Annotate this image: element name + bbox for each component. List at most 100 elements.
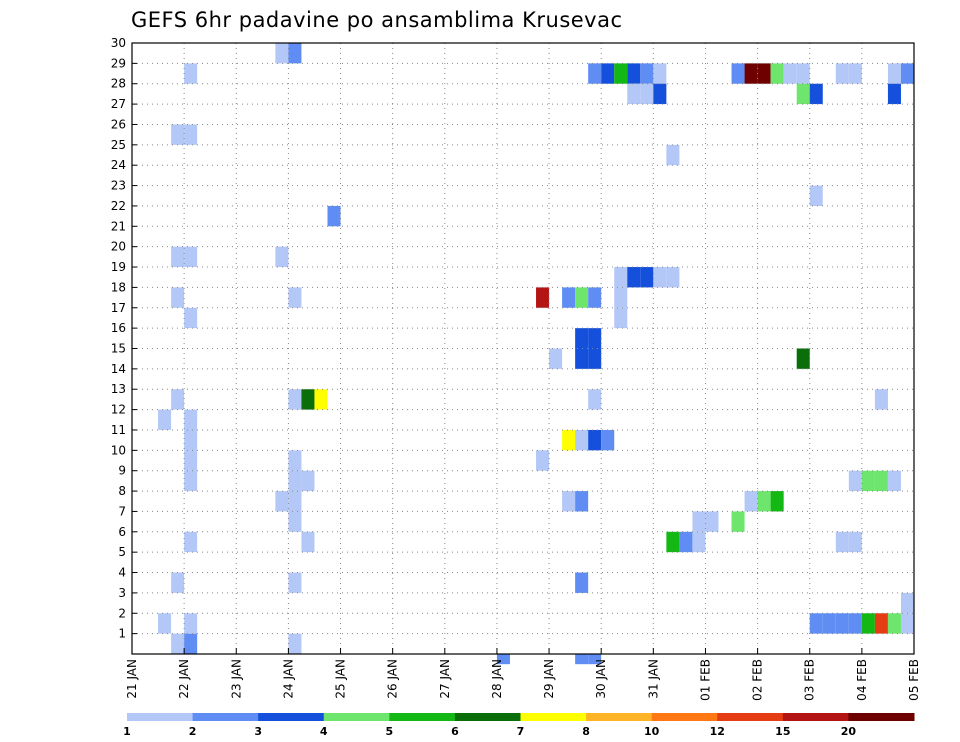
colorbar-label: 6 (451, 725, 459, 738)
precip-cell (184, 613, 198, 634)
precip-cell (171, 124, 185, 145)
colorbar-label: 12 (710, 725, 725, 738)
y-tick-label: 18 (111, 280, 126, 294)
precip-cell (536, 450, 550, 471)
precip-cell (874, 613, 888, 634)
x-tick-label: 24 JAN (281, 659, 295, 699)
x-tick-label: 04 FEB (855, 659, 869, 701)
precip-cell (536, 287, 550, 308)
y-axis-ticks: 1234567891011121314151617181920212223242… (111, 36, 137, 641)
precip-cell (184, 307, 198, 329)
precip-cell (757, 491, 771, 512)
y-tick-label: 20 (111, 240, 126, 254)
colorbar-swatch (323, 713, 390, 721)
precip-cell (731, 511, 745, 532)
x-tick-label: 03 FEB (803, 659, 817, 701)
precip-cell (184, 429, 198, 451)
y-tick-label: 10 (111, 443, 126, 457)
colorbar-label: 15 (775, 725, 790, 738)
precip-cell (575, 572, 589, 593)
precip-cell (887, 63, 901, 84)
precip-cell (288, 470, 302, 492)
y-tick-label: 2 (118, 606, 126, 620)
colorbar-swatch (454, 713, 521, 721)
precip-cell (874, 470, 888, 492)
colorbar-swatch (192, 713, 259, 721)
precip-cell (588, 328, 602, 349)
precip-cell (640, 63, 654, 84)
x-tick-label: 02 FEB (751, 659, 765, 701)
precip-cell (809, 613, 823, 634)
precip-cell (575, 491, 589, 512)
x-tick-label: 23 JAN (229, 659, 243, 699)
colorbar-label: 7 (517, 725, 525, 738)
precip-cell (275, 246, 289, 268)
chart-title: GEFS 6hr padavine po ansamblima Krusevac (131, 8, 623, 32)
precip-cell (288, 287, 302, 308)
y-tick-label: 16 (111, 321, 126, 335)
x-tick-label: 21 JAN (125, 659, 139, 699)
precip-cell (614, 307, 628, 329)
precip-cell (184, 450, 198, 471)
precip-cell (288, 450, 302, 471)
colorbar-label: 1 (123, 725, 131, 738)
precip-cell (288, 43, 302, 64)
precip-cell (171, 287, 185, 308)
precip-cell (588, 287, 602, 308)
precip-cell (588, 348, 602, 369)
precip-cell (770, 491, 784, 512)
precip-cell (653, 267, 667, 288)
precip-cell (562, 491, 576, 512)
y-tick-label: 21 (111, 219, 126, 233)
colorbar: 1 2 3 4 5 6 7 8 10 12 15 20 (123, 713, 915, 738)
precip-cell (184, 63, 198, 84)
colorbar-label: 3 (254, 725, 262, 738)
precip-cell (692, 531, 706, 553)
precip-cell (562, 287, 576, 308)
y-tick-label: 17 (111, 301, 126, 315)
colorbar-swatch (258, 713, 325, 721)
precip-cell (822, 613, 836, 634)
y-tick-label: 28 (111, 77, 126, 91)
precip-cell (887, 83, 901, 105)
precip-cell (861, 470, 875, 492)
x-axis-ticks: 21 JAN 22 JAN 23 JAN 24 JAN 25 JAN 26 JAN 27 J… (125, 648, 921, 701)
precip-cell (588, 389, 602, 410)
precip-cell (640, 83, 654, 105)
precip-cell (783, 63, 797, 84)
precip-cell (588, 63, 602, 84)
y-tick-label: 4 (118, 566, 126, 580)
precip-cell (158, 409, 172, 430)
y-tick-label: 26 (111, 117, 126, 131)
precip-cell (705, 511, 719, 532)
y-tick-label: 12 (111, 403, 126, 417)
y-tick-label: 3 (118, 586, 126, 600)
x-tick-label: 05 FEB (907, 659, 921, 701)
y-tick-label: 15 (111, 342, 126, 356)
y-tick-label: 29 (111, 56, 126, 70)
precip-cell (601, 63, 615, 84)
precip-cell (900, 63, 914, 84)
precip-cell (744, 491, 758, 512)
y-tick-label: 11 (111, 423, 126, 437)
precip-cell (288, 572, 302, 593)
precip-cell (288, 633, 302, 654)
colorbar-swatch (717, 713, 784, 721)
x-tick-label: 01 FEB (698, 659, 712, 701)
precip-cell (848, 63, 862, 84)
precip-cell (184, 246, 198, 268)
precip-cell (184, 124, 198, 145)
y-tick-label: 14 (111, 362, 126, 376)
precip-cell (301, 531, 315, 553)
precip-cell (575, 287, 589, 308)
x-tick-label: 22 JAN (177, 659, 191, 699)
precip-cell (288, 511, 302, 532)
precip-cell (900, 592, 914, 614)
colorbar-label: 20 (841, 725, 857, 738)
precip-cell (158, 613, 172, 634)
precip-cell (575, 654, 589, 665)
precip-cell (835, 531, 849, 553)
precip-cell (887, 613, 901, 634)
precip-cell (744, 63, 758, 84)
precip-cell (757, 63, 771, 84)
